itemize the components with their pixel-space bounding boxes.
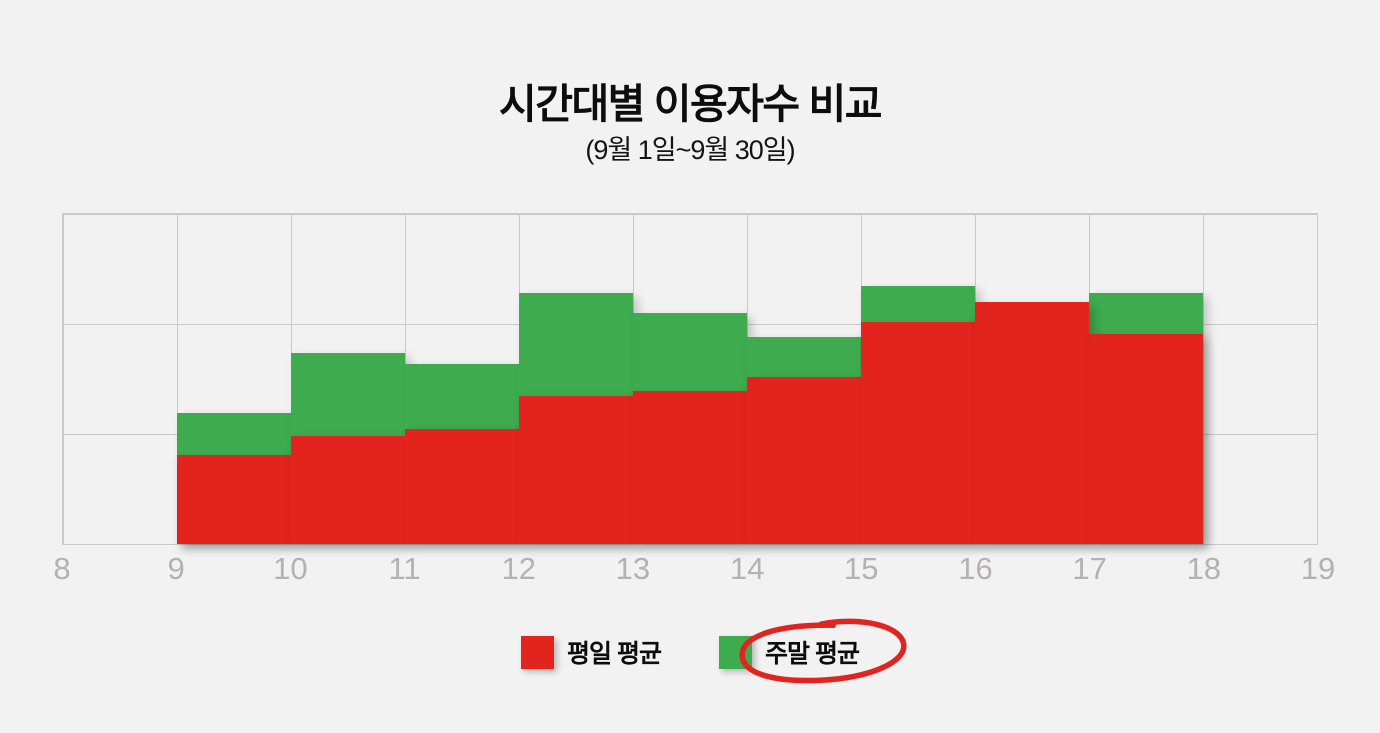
x-axis-tick-label: 11 — [388, 551, 421, 586]
x-axis-tick-label: 8 — [53, 551, 71, 586]
legend-item-weekend: 주말 평균 — [719, 618, 907, 684]
x-axis-tick-label: 10 — [273, 551, 308, 586]
x-axis-tick-label: 15 — [844, 551, 879, 586]
bar-weekday-avg — [405, 428, 519, 544]
x-axis-tick-label: 19 — [1300, 551, 1336, 586]
legend: 평일 평균 주말 평균 — [0, 618, 1380, 684]
legend-swatch-weekday — [521, 635, 555, 669]
x-axis-tick-label: 16 — [958, 551, 993, 586]
bar-weekday-avg — [1089, 333, 1203, 544]
x-axis: 8 9 10 11 12 13 14 15 16 17 18 19 — [53, 551, 1335, 591]
bar-weekday-avg — [177, 454, 291, 544]
x-axis-tick-label: 12 — [501, 551, 536, 586]
bar-weekday-avg — [747, 376, 861, 544]
x-axis-tick-label: 13 — [615, 551, 651, 586]
legend-label-weekday: 평일 평균 — [567, 640, 662, 668]
x-axis-tick-label: 14 — [729, 551, 765, 586]
bar-weekday-avg — [975, 302, 1089, 544]
chart-subtitle: (9월 1일~9월 30일) — [585, 135, 795, 165]
chart-title: 시간대별 이용자수 비교 — [499, 81, 882, 127]
bar-weekday-avg — [519, 395, 633, 544]
bar-weekday-avg — [861, 321, 975, 544]
x-axis-tick-label: 17 — [1072, 551, 1107, 586]
legend-label-weekend: 주말 평균 — [765, 640, 860, 668]
legend-item-weekday: 평일 평균 — [521, 634, 662, 670]
x-axis-tick-label: 18 — [1186, 551, 1222, 586]
bar-weekday-avg — [291, 436, 405, 544]
legend-swatch-weekend — [719, 635, 752, 669]
plot-area — [62, 213, 1318, 545]
bar-weekday-avg — [633, 391, 747, 544]
plot-area-wrapper — [62, 213, 1318, 545]
x-axis-tick-label: 9 — [167, 551, 185, 586]
